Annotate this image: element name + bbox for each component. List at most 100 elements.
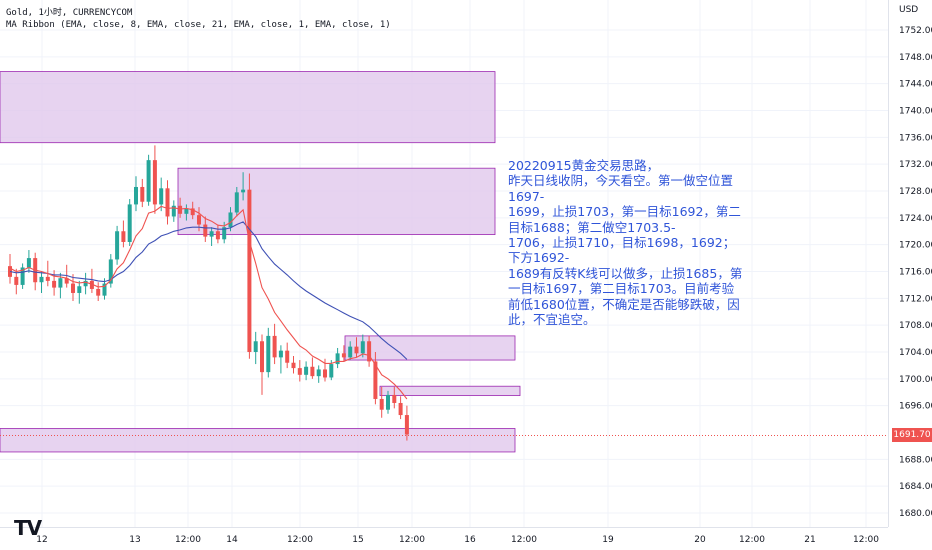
candle-body (215, 231, 220, 240)
candle-body (39, 276, 44, 283)
time-tick-label[interactable]: 12:00 (287, 535, 313, 545)
ema-slow-line (9, 221, 408, 360)
candle-body (222, 227, 227, 240)
candle-body (140, 186, 145, 202)
candle-body (247, 189, 252, 352)
candle-body (348, 346, 353, 358)
candle-body (297, 368, 302, 375)
candle-body (71, 283, 75, 293)
candle-body (127, 204, 132, 242)
candle-body (272, 335, 277, 358)
price-tick-label[interactable]: 1688.00 (899, 455, 932, 465)
price-tick-label[interactable]: 1712.00 (899, 294, 932, 304)
candle-body (392, 394, 397, 403)
candle-body (329, 364, 334, 378)
candle-body (373, 361, 378, 399)
price-zone (379, 385, 521, 397)
ema-fast-line (9, 205, 408, 400)
price-zone (0, 428, 516, 453)
price-tick-label[interactable]: 1744.00 (899, 80, 932, 90)
candle-body (360, 341, 365, 354)
price-tick-label[interactable]: 1752.00 (899, 26, 932, 36)
currency-label[interactable]: USD (899, 5, 919, 15)
candle-body (52, 280, 57, 288)
candle-body (108, 259, 113, 284)
candle-body (96, 288, 101, 296)
tradingview-logo[interactable]: TV (14, 516, 42, 540)
price-zone (0, 71, 496, 144)
candle-body (77, 286, 82, 293)
last-price-tag: 1691.70 (892, 428, 932, 442)
candle-body (260, 341, 264, 373)
candle-body (197, 215, 201, 225)
time-axis[interactable]: 12 13 12:00 14 12:00 15 12:00 16 12:00 19 20 12:00 2… (36, 535, 879, 545)
time-tick-label[interactable]: 12:00 (853, 535, 879, 545)
price-tick-label[interactable]: 1716.00 (899, 268, 932, 278)
time-tick-label[interactable]: 12:00 (739, 535, 765, 545)
symbol-title[interactable]: Gold, 1小时, CURRENCYCOM (6, 8, 133, 18)
candle-body (234, 192, 239, 213)
supply-demand-zones (0, 71, 521, 453)
price-tick-label[interactable]: 1696.00 (899, 402, 932, 412)
candle-body (152, 160, 157, 205)
price-tick-label[interactable]: 1724.00 (899, 214, 932, 224)
time-tick-label[interactable]: 20 (694, 535, 706, 545)
candle-body (379, 398, 384, 410)
candle-body (190, 208, 195, 216)
trade-plan-note[interactable]: 20220915黄金交易思路， 昨天日线收阴，今天看空。第一做空位置1697- … (508, 158, 743, 328)
time-tick-label[interactable]: 13 (129, 535, 140, 545)
candle-body (184, 208, 189, 214)
candle-body (83, 280, 88, 287)
price-tick-label[interactable]: 1680.00 (899, 509, 932, 519)
time-tick-label[interactable]: 16 (464, 535, 476, 545)
price-tick-label[interactable]: 1684.00 (899, 482, 932, 492)
candle-body (354, 346, 359, 354)
candle-body (304, 366, 309, 375)
price-tick-label[interactable]: 1748.00 (899, 53, 932, 63)
candle-body (89, 280, 94, 289)
candle-body (316, 369, 321, 377)
candle-body (178, 205, 183, 214)
candle-body (386, 394, 390, 410)
candle-body (291, 362, 296, 369)
time-tick-label[interactable]: 21 (804, 535, 815, 545)
candle-body (285, 350, 290, 363)
time-tick-label[interactable]: 12:00 (399, 535, 425, 545)
candle-body (253, 341, 258, 352)
candle-body (20, 267, 25, 285)
price-tick-label[interactable]: 1736.00 (899, 133, 932, 143)
price-tick-label[interactable]: 1732.00 (899, 160, 932, 170)
candle-body (165, 188, 170, 217)
candle-body (278, 350, 283, 358)
candlestick-series (8, 145, 409, 441)
price-tick-label[interactable]: 1720.00 (899, 241, 932, 251)
candle-body (367, 341, 372, 362)
candle-body (404, 415, 409, 435)
candle-body (310, 366, 315, 377)
candle-body (398, 402, 403, 416)
price-tick-label[interactable]: 1728.00 (899, 187, 932, 197)
price-tick-label[interactable]: 1704.00 (899, 348, 932, 358)
candle-body (134, 186, 138, 205)
candle-body (203, 224, 208, 237)
candle-body (45, 276, 50, 281)
candle-body (341, 353, 346, 358)
price-tick-label[interactable]: 1740.00 (899, 107, 932, 117)
price-tick-label[interactable]: 1708.00 (899, 321, 932, 331)
candle-body (323, 369, 327, 378)
time-tick-label[interactable]: 12:00 (511, 535, 537, 545)
time-tick-label[interactable]: 19 (602, 535, 614, 545)
time-tick-label[interactable]: 12 (36, 535, 47, 545)
time-tick-label[interactable]: 15 (352, 535, 363, 545)
time-tick-label[interactable]: 12:00 (175, 535, 201, 545)
indicator-legend[interactable]: MA Ribbon (EMA, close, 8, EMA, close, 21… (6, 20, 391, 30)
candle-body (209, 231, 214, 237)
price-tick-label[interactable]: 1700.00 (899, 375, 932, 385)
candle-body (159, 188, 164, 205)
price-axis[interactable]: 1752.00 1748.00 1744.00 1740.00 1736.00 1732.… (899, 26, 932, 519)
candle-body (115, 231, 120, 260)
price-zone (344, 335, 516, 361)
time-tick-label[interactable]: 14 (226, 535, 238, 545)
candle-body (64, 278, 69, 284)
